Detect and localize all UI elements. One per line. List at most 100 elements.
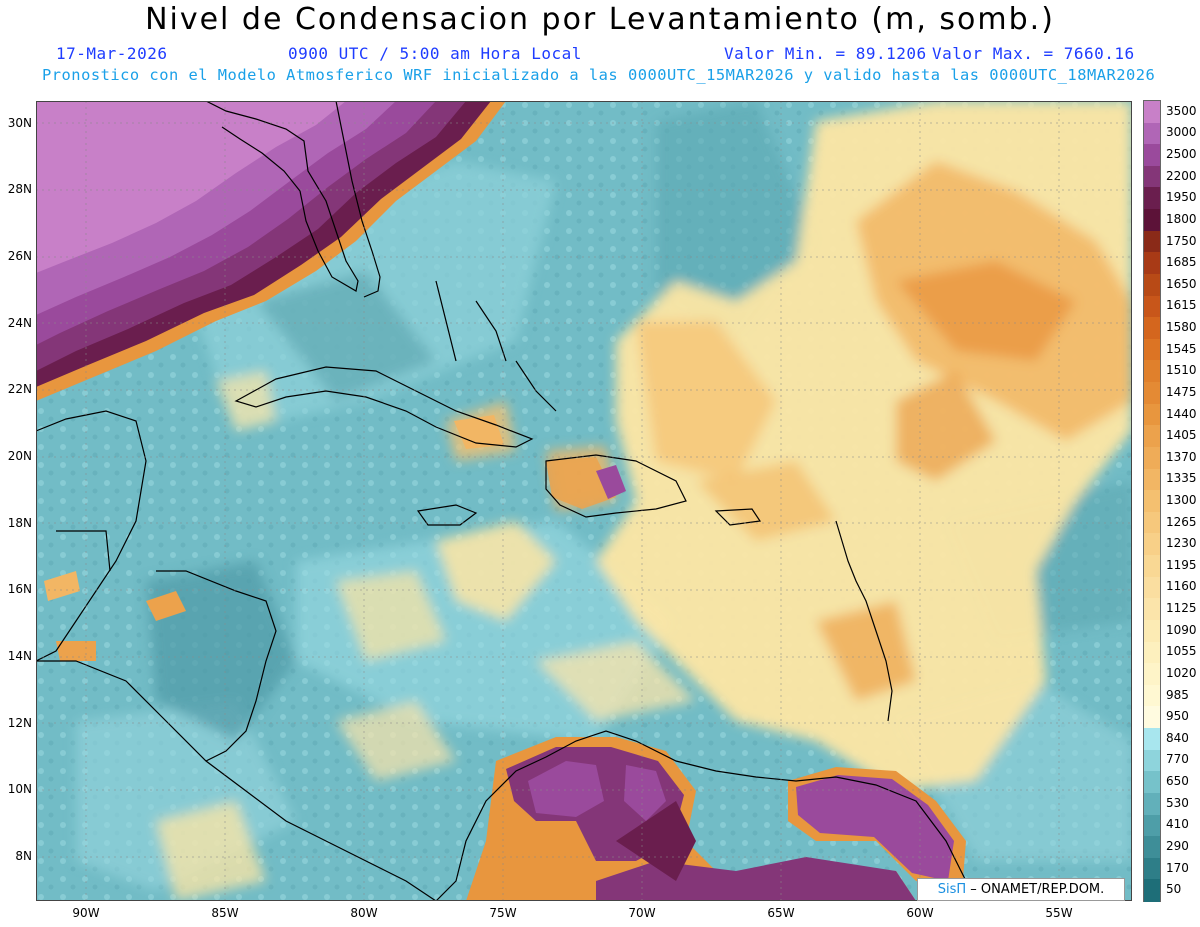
colorbar-cell [1144,663,1160,686]
colorbar-label: 3500 [1166,103,1197,118]
lat-label-8n: 8N [15,849,32,863]
colorbar-label: 410 [1166,817,1189,832]
colorbar-cell [1144,598,1160,621]
lat-label-22n: 22N [7,382,32,396]
lat-label-12n: 12N [7,716,32,730]
colorbar-cell [1144,814,1160,837]
lon-label-65w: 65W [767,906,795,920]
colorbar-label: 1265 [1166,514,1197,529]
forecast-time: 0900 UTC / 5:00 am Hora Local [288,44,582,63]
colorbar-cell [1144,792,1160,816]
colorbar-cell [1144,382,1160,405]
colorbar-cell [1144,187,1160,210]
colorbar-label: 1230 [1166,536,1197,551]
colorbar-label: 1950 [1166,190,1197,205]
colorbar-label: 1510 [1166,363,1197,378]
colorbar-cell [1144,771,1160,794]
colorbar-cell [1144,468,1160,491]
lat-label-10n: 10N [7,782,32,796]
sispi-logo: SisΠ [937,882,967,897]
lat-label-30n: 30N [7,116,32,130]
model-info: Pronostico con el Modelo Atmosferico WRF… [42,66,1156,84]
colorbar-cell [1144,749,1160,772]
colorbar-cell [1144,728,1160,751]
forecast-date: 17-Mar-2026 [56,44,168,63]
colorbar-cell [1144,836,1160,859]
colorbar-label: 950 [1166,709,1189,724]
colorbar-label: 1300 [1166,493,1197,507]
colorbar-cell [1144,360,1160,383]
map-title: Nivel de Condensacion por Levantamiento … [145,2,1055,37]
colorbar-label: 1090 [1166,622,1197,637]
colorbar-cell [1144,555,1160,578]
colorbar-cell [1144,252,1160,275]
colorbar-cell [1144,209,1160,232]
colorbar-label: 530 [1166,795,1189,810]
colorbar-label: 1405 [1166,428,1197,443]
colorbar-label: 840 [1166,730,1189,745]
lat-label-24n: 24N [7,316,32,330]
lat-label-28n: 28N [7,182,32,196]
lcl-field [36,101,1132,901]
colorbar-cell [1144,641,1160,664]
lon-label-75w: 75W [489,906,517,920]
colorbar-label: 2200 [1166,168,1197,183]
colorbar-label: 170 [1166,860,1189,875]
lat-label-14n: 14N [7,649,32,663]
colorbar-label: 1800 [1166,211,1197,226]
lat-label-18n: 18N [7,516,32,530]
lon-label-70w: 70W [628,906,656,920]
lat-label-20n: 20N [7,449,32,463]
colorbar-cell [1144,619,1160,643]
colorbar-label: 1335 [1166,471,1197,486]
colorbar [1143,100,1161,902]
min-value: Valor Min. = 89.1206 [724,44,927,63]
colorbar-cell [1144,425,1160,448]
lon-label-90w: 90W [72,906,100,920]
credit-box: SisΠ – ONAMET/REP.DOM. [917,878,1125,901]
colorbar-label: 650 [1166,774,1189,789]
colorbar-cell [1144,511,1160,535]
colorbar-label: 770 [1166,752,1189,767]
lon-label-80w: 80W [350,906,378,920]
colorbar-cell [1144,230,1160,253]
lat-label-16n: 16N [7,582,32,596]
colorbar-cell [1144,533,1160,556]
colorbar-cell [1144,857,1160,880]
colorbar-label: 1160 [1166,579,1197,594]
colorbar-cell [1144,144,1160,167]
colorbar-label: 1195 [1166,557,1197,572]
colorbar-cell [1144,403,1160,426]
colorbar-label: 50 [1166,882,1182,897]
colorbar-cell [1144,295,1160,318]
colorbar-label: 1440 [1166,406,1197,421]
colorbar-label: 3000 [1166,125,1197,140]
colorbar-cell [1144,576,1160,599]
colorbar-cell [1144,446,1160,470]
lon-label-85w: 85W [211,906,239,920]
max-value: Valor Max. = 7660.16 [932,44,1135,63]
colorbar-cell [1144,317,1160,340]
colorbar-cell [1144,706,1160,729]
colorbar-label: 1650 [1166,276,1197,291]
colorbar-label: 1580 [1166,320,1197,335]
colorbar-label: 1475 [1166,384,1197,399]
colorbar-label: 1125 [1166,601,1197,616]
colorbar-label: 1615 [1166,298,1197,313]
colorbar-label: 985 [1166,687,1189,702]
lat-label-26n: 26N [7,249,32,263]
colorbar-label: 1055 [1166,644,1197,659]
colorbar-label: 1370 [1166,449,1197,464]
credit-text: – ONAMET/REP.DOM. [970,882,1105,897]
colorbar-label: 290 [1166,838,1189,853]
colorbar-cell [1144,490,1160,513]
lon-label-55w: 55W [1045,906,1073,920]
colorbar-cell [1144,338,1160,362]
colorbar-cell [1144,101,1160,124]
colorbar-cell [1144,122,1160,145]
colorbar-cell [1144,879,1160,902]
colorbar-label: 1750 [1166,233,1197,248]
lon-label-60w: 60W [906,906,934,920]
colorbar-label: 1020 [1166,665,1197,680]
colorbar-cell [1144,684,1160,707]
